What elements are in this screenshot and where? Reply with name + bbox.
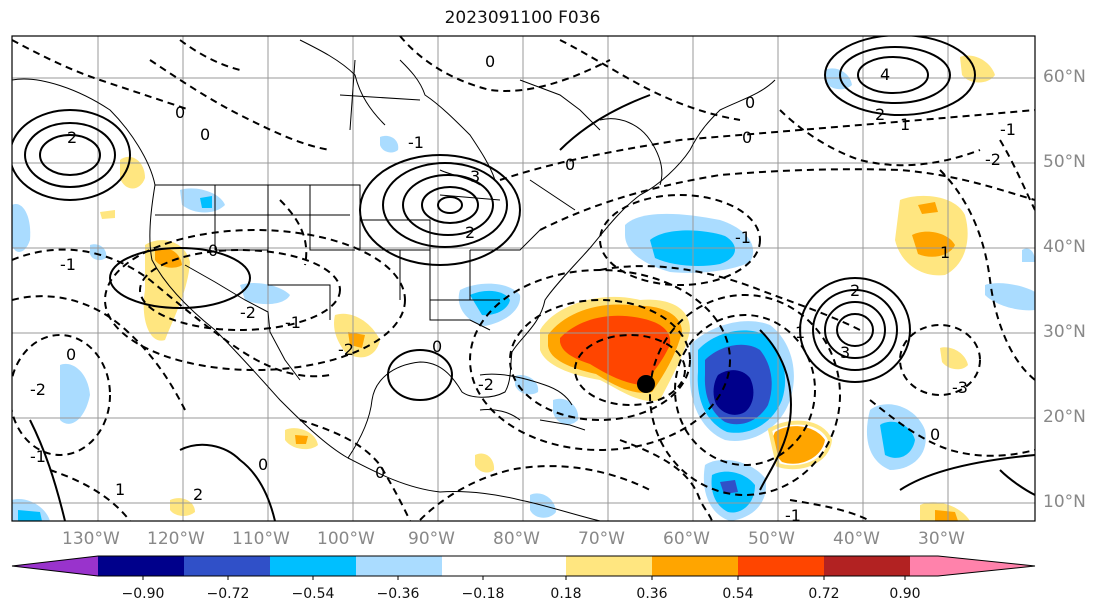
lon-label: 130°W [62, 529, 120, 549]
contour-label: 2 [193, 485, 203, 504]
colorbar-swatch [356, 556, 442, 576]
map-frame [11, 35, 1036, 522]
colorbar-swatch [270, 556, 356, 576]
colorbar-extend-low [12, 556, 98, 576]
lon-label: 80°W [493, 529, 540, 549]
contour-label: -2 [985, 150, 1001, 169]
contour-label: 0 [745, 93, 755, 112]
colorbar-tick-label: −0.18 [461, 586, 505, 602]
contour-label: 1 [900, 115, 910, 134]
colorbar-tick-label: 0.72 [808, 586, 840, 602]
contour-label: 4 [880, 65, 890, 84]
contour-label: 1 [940, 243, 950, 262]
lon-label: 120°W [147, 529, 205, 549]
colorbar-extend-high [938, 556, 1035, 576]
lon-label: 60°W [663, 529, 710, 549]
colorbar-swatch [98, 556, 184, 576]
lat-label: 40°N [1043, 237, 1086, 257]
contour-label: 2 [875, 105, 885, 124]
lon-label: 50°W [748, 529, 795, 549]
colorbar-tick-label: 0.54 [722, 586, 754, 602]
contour-label: 3 [470, 167, 480, 186]
contour-label: 0 [375, 463, 385, 482]
contour-label: 0 [742, 128, 752, 147]
lon-label: 30°W [918, 529, 965, 549]
contour-label: 1 [795, 323, 805, 342]
contour-label: 0 [200, 125, 210, 144]
contour-label: -2 [338, 340, 354, 359]
contour-label: 1 [115, 480, 125, 499]
negative-contours [12, 36, 1035, 521]
colorbar-swatch [652, 556, 738, 576]
contour-label: -1 [785, 506, 801, 525]
colorbar-swatch [824, 556, 910, 576]
colorbar-tick-label: −0.72 [206, 586, 250, 602]
contour-labels: 0 0 0 0 0 0 0 0 0 0 0 0 -1 -1 -1 -1 -1 -… [30, 52, 1016, 525]
contour-label: 0 [565, 155, 575, 174]
contour-label: -1 [408, 133, 424, 152]
colorbar-swatch [184, 556, 270, 576]
lon-label: 70°W [578, 529, 625, 549]
colorbar-tick-label: 0.90 [889, 586, 921, 602]
contour-label: -1 [30, 447, 46, 466]
lat-label: 50°N [1043, 152, 1086, 172]
lat-label: 20°N [1043, 407, 1086, 427]
contour-label: 0 [432, 337, 442, 356]
contour-label: 0 [258, 455, 268, 474]
colorbar-tick-label: −0.36 [376, 586, 420, 602]
contour-label: 2 [850, 281, 860, 300]
lat-label: 60°N [1043, 67, 1086, 87]
contour-label: 0 [930, 425, 940, 444]
positive-contours [12, 36, 1035, 521]
lon-label: 90°W [408, 529, 455, 549]
contour-label: 2 [67, 128, 77, 147]
colorbar-swatch [738, 556, 824, 576]
contour-label: -1 [735, 228, 751, 247]
colorbar-tick-label: −0.54 [291, 586, 335, 602]
contour-label: -2 [240, 303, 256, 322]
contour-label: -2 [30, 380, 46, 399]
lat-label: 10°N [1043, 492, 1086, 512]
colorbar-swatch [442, 556, 566, 576]
contour-label: -1 [285, 313, 301, 332]
colorbar-swatch [910, 556, 938, 576]
contour-label: -2 [478, 375, 494, 394]
colorbar-tick-label: 0.36 [636, 586, 668, 602]
contour-label: -1 [60, 255, 76, 274]
colorbar [11, 555, 1036, 580]
contour-label: 0 [208, 241, 218, 260]
contour-label: -3 [952, 378, 968, 397]
contour-label: 0 [485, 52, 495, 71]
lon-label: 110°W [232, 529, 290, 549]
lon-label: 40°W [833, 529, 880, 549]
map-title: 2023091100 F036 [444, 8, 601, 28]
contour-label: 0 [66, 345, 76, 364]
contour-label: -1 [1000, 120, 1016, 139]
lon-label: 100°W [317, 529, 375, 549]
colorbar-swatch [566, 556, 652, 576]
colorbar-tick-label: −0.90 [121, 586, 165, 602]
lat-label: 30°N [1043, 322, 1086, 342]
contour-label: 3 [840, 343, 850, 362]
colorbar-tick-label: 0.18 [550, 586, 582, 602]
contour-label: 0 [175, 103, 185, 122]
contour-label: 2 [465, 223, 475, 242]
storm-center-marker [637, 375, 655, 393]
